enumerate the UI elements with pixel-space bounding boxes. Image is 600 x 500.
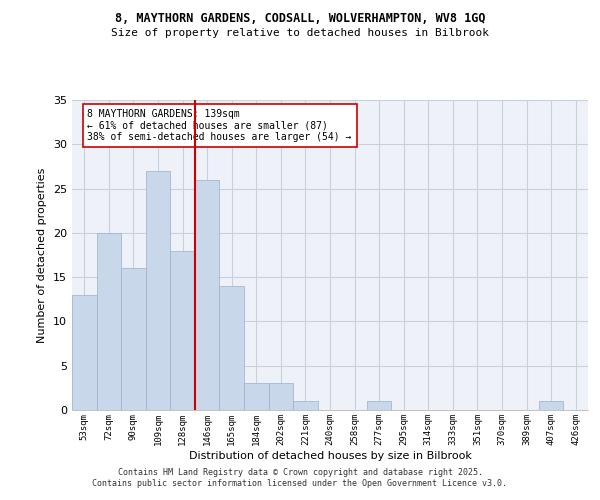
Bar xyxy=(539,401,563,410)
Bar xyxy=(293,401,318,410)
Text: Size of property relative to detached houses in Bilbrook: Size of property relative to detached ho… xyxy=(111,28,489,38)
Bar xyxy=(146,171,170,410)
Y-axis label: Number of detached properties: Number of detached properties xyxy=(37,168,47,342)
Text: 8 MAYTHORN GARDENS: 139sqm
← 61% of detached houses are smaller (87)
38% of semi: 8 MAYTHORN GARDENS: 139sqm ← 61% of deta… xyxy=(88,110,352,142)
Bar xyxy=(367,401,391,410)
X-axis label: Distribution of detached houses by size in Bilbrook: Distribution of detached houses by size … xyxy=(188,450,472,460)
Bar xyxy=(121,268,146,410)
Bar xyxy=(195,180,220,410)
Bar xyxy=(170,250,195,410)
Text: 8, MAYTHORN GARDENS, CODSALL, WOLVERHAMPTON, WV8 1GQ: 8, MAYTHORN GARDENS, CODSALL, WOLVERHAMP… xyxy=(115,12,485,26)
Bar xyxy=(97,233,121,410)
Bar xyxy=(220,286,244,410)
Bar xyxy=(72,295,97,410)
Bar xyxy=(244,384,269,410)
Text: Contains HM Land Registry data © Crown copyright and database right 2025.
Contai: Contains HM Land Registry data © Crown c… xyxy=(92,468,508,487)
Bar xyxy=(269,384,293,410)
